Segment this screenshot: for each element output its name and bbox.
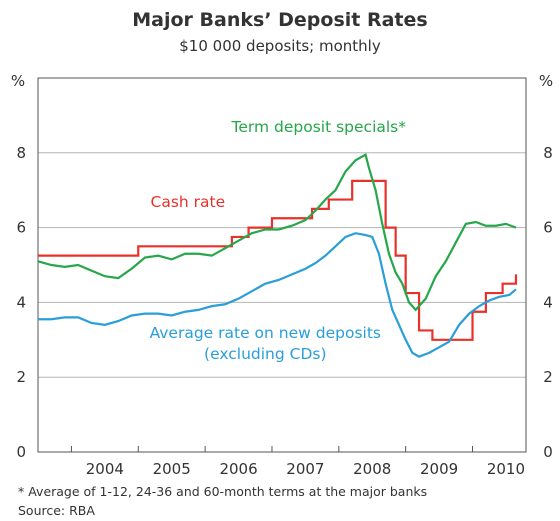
chart-title: Major Banks’ Deposit Rates xyxy=(132,9,427,31)
y-tick-left-6: 6 xyxy=(16,219,26,237)
x-tick-2009: 2009 xyxy=(420,460,458,478)
x-tick-2007: 2007 xyxy=(286,460,324,478)
y-tick-left-4: 4 xyxy=(16,293,26,311)
series-lines xyxy=(37,153,518,358)
axis-ticks: 0 0 2 2 4 4 6 6 8 8 2004 2005 2006 2007 2008 2009 2010 xyxy=(16,144,552,478)
x-tick-2005: 2005 xyxy=(153,460,191,478)
gridlines xyxy=(38,152,526,378)
series-label-average-rate-on-new-deposits-excluding-cds-1: Average rate on new deposits xyxy=(150,324,381,342)
series-line-cash-rate xyxy=(38,179,518,341)
y-tick-right-4: 4 xyxy=(543,293,553,311)
y-tick-right-0: 0 xyxy=(543,443,553,461)
y-unit-right: % xyxy=(539,72,553,90)
x-tick-2004: 2004 xyxy=(86,460,124,478)
x-tick-2006: 2006 xyxy=(219,460,257,478)
x-tick-2010: 2010 xyxy=(487,460,525,478)
y-tick-left-0: 0 xyxy=(16,443,26,461)
y-tick-right-8: 8 xyxy=(543,144,553,162)
y-tick-right-2: 2 xyxy=(543,368,553,386)
series-line-term-deposit-specials xyxy=(37,153,517,312)
source-note: Source: RBA xyxy=(18,503,95,518)
chart-subtitle: $10 000 deposits; monthly xyxy=(179,37,381,55)
plot-frame xyxy=(37,77,527,453)
y-tick-right-6: 6 xyxy=(543,219,553,237)
y-tick-left-2: 2 xyxy=(16,368,26,386)
y-unit-left: % xyxy=(11,72,25,90)
y-tick-left-8: 8 xyxy=(16,144,26,162)
series-line-average-rate-on-new-deposits-excluding-cds xyxy=(38,232,517,358)
x-tick-2008: 2008 xyxy=(353,460,391,478)
footnote: * Average of 1-12, 24-36 and 60-month te… xyxy=(18,484,427,499)
series-label-term-deposit-specials: Term deposit specials* xyxy=(231,118,407,136)
series-label-cash-rate: Cash rate xyxy=(151,193,226,211)
series-label-average-rate-on-new-deposits-excluding-cds-2: (excluding CDs) xyxy=(204,345,326,363)
series-labels: Cash rate Term deposit specials* Average r… xyxy=(150,118,407,363)
